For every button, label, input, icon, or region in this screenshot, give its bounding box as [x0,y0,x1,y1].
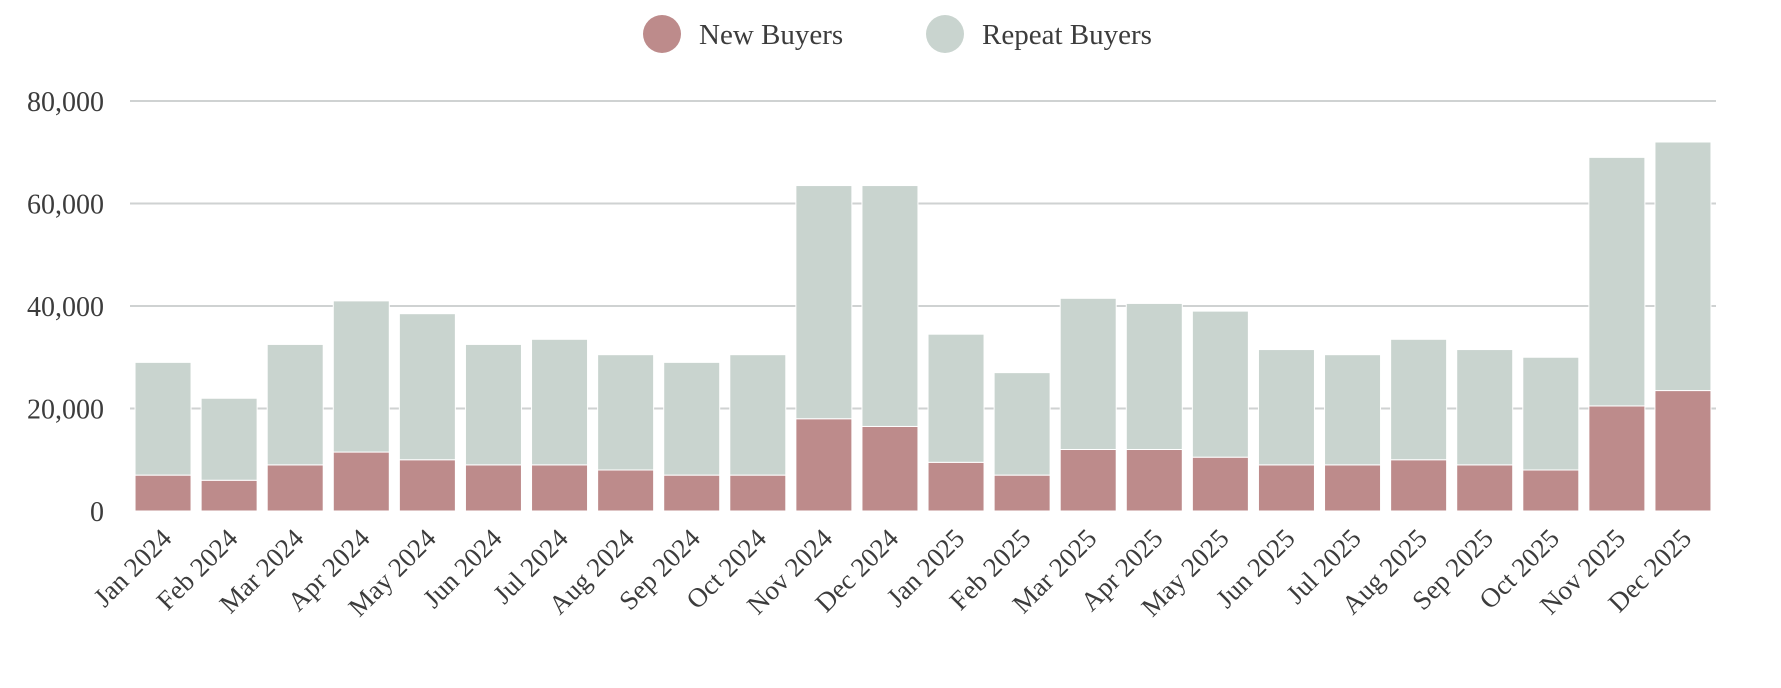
bar-repeat-buyers [1522,356,1580,471]
y-axis-ticks: 0 20,000 40,000 60,000 80,000 [27,87,104,528]
bars [134,141,1712,512]
bar-new-buyers [200,479,258,512]
bar-new-buyers [795,418,853,512]
y-tick-label: 40,000 [27,292,104,323]
bar-repeat-buyers [464,343,522,466]
bar-new-buyers [1588,405,1646,512]
bar-new-buyers [464,464,522,512]
bar-new-buyers [927,461,985,512]
bar-repeat-buyers [1191,310,1249,458]
bar-new-buyers [332,451,390,512]
bar-repeat-buyers [531,338,589,466]
bar-new-buyers [1654,390,1712,512]
bar-repeat-buyers [1390,338,1448,461]
bar-new-buyers [597,469,655,512]
bar-repeat-buyers [200,397,258,481]
bar-new-buyers [134,474,192,512]
y-tick-label: 60,000 [27,190,104,221]
bar-repeat-buyers [663,361,721,476]
bar-repeat-buyers [861,185,919,427]
legend-swatch-2 [926,15,964,53]
bar-new-buyers [1191,456,1249,512]
bar-repeat-buyers [1125,302,1183,450]
y-tick-label: 0 [90,497,104,528]
bar-repeat-buyers [795,185,853,420]
bar-new-buyers [398,459,456,512]
bar-new-buyers [1456,464,1514,512]
bar-new-buyers [1324,464,1382,512]
bar-repeat-buyers [398,313,456,461]
bar-repeat-buyers [1456,349,1514,466]
bar-new-buyers [1125,449,1183,512]
legend-label-1: New Buyers [699,19,843,51]
bar-repeat-buyers [266,343,324,466]
bar-new-buyers [861,425,919,512]
bar-new-buyers [1390,459,1448,512]
bar-repeat-buyers [1059,297,1117,450]
bar-repeat-buyers [1257,349,1315,466]
bar-repeat-buyers [993,372,1051,476]
bar-new-buyers [993,474,1051,512]
bar-new-buyers [1059,449,1117,512]
bar-repeat-buyers [927,333,985,463]
bar-repeat-buyers [332,300,390,453]
gridlines [130,100,1716,410]
bar-repeat-buyers [1324,354,1382,466]
bar-new-buyers [1522,469,1580,512]
bar-new-buyers [729,474,787,512]
legend-swatch-1 [643,15,681,53]
bar-new-buyers [1257,464,1315,512]
bar-repeat-buyers [729,354,787,476]
bar-repeat-buyers [1588,156,1646,407]
bar-repeat-buyers [597,354,655,471]
bar-repeat-buyers [134,361,192,476]
bar-new-buyers [663,474,721,512]
y-tick-label: 20,000 [27,395,104,426]
chart-legend: New Buyers Repeat Buyers [643,15,1152,53]
bar-repeat-buyers [1654,141,1712,392]
legend-label-2: Repeat Buyers [982,19,1152,51]
bar-new-buyers [531,464,589,512]
bar-new-buyers [266,464,324,512]
y-tick-label: 80,000 [27,87,104,118]
